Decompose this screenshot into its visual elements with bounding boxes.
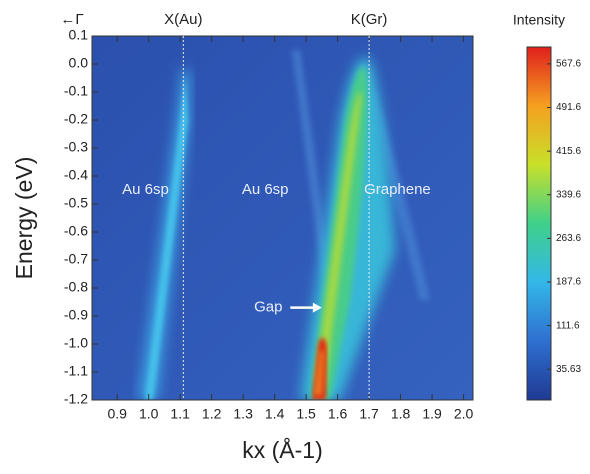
x-tick-label: 1.5 xyxy=(296,406,316,422)
x-axis-label: kx (Å-1) xyxy=(242,436,323,463)
intensity-image xyxy=(92,36,473,400)
x-tick-label: 1.6 xyxy=(328,406,348,422)
y-tick-label: -0.3 xyxy=(64,139,88,155)
x-tick-label: 1.1 xyxy=(170,406,190,422)
top-label: K(Gr) xyxy=(351,11,388,28)
x-tick-label: 0.9 xyxy=(107,406,127,422)
x-tick-label: 1.3 xyxy=(233,406,253,422)
x-tick-label: 1.8 xyxy=(391,406,411,422)
y-tick-label: -0.6 xyxy=(64,223,88,239)
colorbar-tick-label: 111.6 xyxy=(556,320,580,331)
y-tick-label: -1.2 xyxy=(64,391,88,407)
colorbar-tick-label: 187.6 xyxy=(556,277,581,288)
x-tick-label: 1.0 xyxy=(139,406,159,422)
arrow-head xyxy=(312,302,322,313)
annotation: Au 6sp xyxy=(122,181,169,198)
top-label: X(Au) xyxy=(164,11,202,28)
annotation: Graphene xyxy=(364,181,431,198)
plot-frame xyxy=(91,35,474,401)
colorbar-tick-label: 263.6 xyxy=(556,233,581,244)
y-tick-label: -0.8 xyxy=(64,279,88,295)
y-tick-label: -1.1 xyxy=(64,363,88,379)
x-tick-label: 1.4 xyxy=(265,406,285,422)
y-tick-label: -1.0 xyxy=(64,335,88,351)
y-tick-label: -0.7 xyxy=(64,251,88,267)
y-tick-label: -0.2 xyxy=(64,111,88,127)
annotation: Au 6sp xyxy=(242,181,289,198)
x-tick-label: 2.0 xyxy=(454,406,474,422)
y-tick-label: 0.0 xyxy=(69,55,89,71)
y-tick-label: -0.4 xyxy=(64,167,88,183)
y-tick-label: -0.9 xyxy=(64,307,88,323)
colorbar-tick-label: 567.6 xyxy=(556,59,581,70)
colorbar-label: Intensity xyxy=(513,12,565,28)
colorbar-tick-label: 35.63 xyxy=(556,364,581,375)
y-tick-label: -0.1 xyxy=(64,83,88,99)
y-tick-label: 0.1 xyxy=(69,27,89,43)
colorbar-tick-label: 491.6 xyxy=(556,102,581,113)
x-tick-label: 1.2 xyxy=(202,406,222,422)
annotation: Gap xyxy=(254,299,282,316)
colorbar-tick-label: 339.6 xyxy=(556,189,581,200)
top-label: ←Γ xyxy=(60,11,83,28)
x-tick-label: 1.9 xyxy=(422,406,442,422)
y-axis-label: Energy (eV) xyxy=(11,157,37,280)
x-tick-label: 1.7 xyxy=(359,406,379,422)
colorbar-tick-label: 415.6 xyxy=(556,146,581,157)
y-tick-label: -0.5 xyxy=(64,195,88,211)
colorbar xyxy=(526,46,552,401)
